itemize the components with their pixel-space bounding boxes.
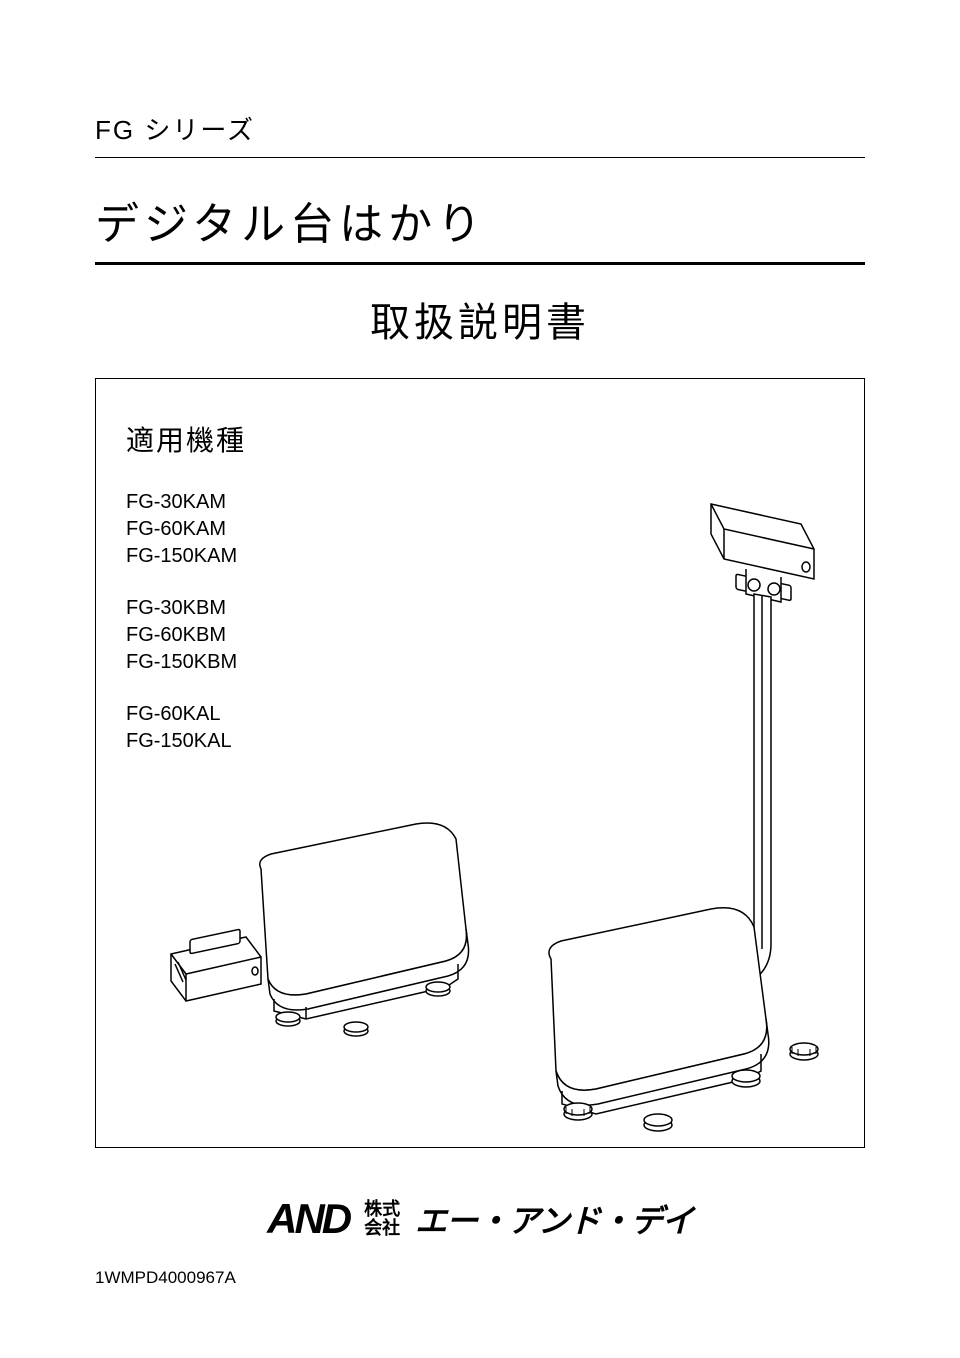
model-item: FG-150KAM (126, 543, 246, 570)
series-label: FG シリーズ (95, 110, 865, 147)
model-item: FG-30KAM (126, 489, 246, 516)
logo-row: AND 株式 会社 エー・アンド・デイ (95, 1195, 865, 1243)
content-frame: 適用機種 FG-30KAM FG-60KAM FG-150KAM FG-30KB… (95, 378, 865, 1148)
corp-line2: 会社 (364, 1218, 400, 1238)
divider-thin (95, 157, 865, 158)
scale-column-illustration (496, 489, 856, 1139)
divider-thick (95, 262, 865, 265)
model-item: FG-60KAL (126, 701, 246, 728)
model-item: FG-30KBM (126, 595, 246, 622)
model-item: FG-60KAM (126, 516, 246, 543)
model-group-2: FG-30KBM FG-60KBM FG-150KBM (126, 595, 246, 676)
model-group-1: FG-30KAM FG-60KAM FG-150KAM (126, 489, 246, 570)
corp-line1: 株式 (364, 1199, 400, 1219)
models-heading: 適用機種 (126, 419, 246, 459)
model-group-3: FG-60KAL FG-150KAL (126, 701, 246, 755)
model-item: FG-60KBM (126, 622, 246, 649)
models-section: 適用機種 FG-30KAM FG-60KAM FG-150KAM FG-30KB… (126, 419, 246, 780)
document-subtitle: 取扱説明書 (95, 290, 865, 348)
footer: AND 株式 会社 エー・アンド・デイ 1WMPD4000967A (95, 1195, 865, 1288)
logo-corp-text: 株式 会社 (364, 1200, 400, 1238)
document-number: 1WMPD4000967A (95, 1268, 865, 1288)
document-title: デジタル台はかり (95, 188, 865, 252)
scale-low-illustration (156, 799, 476, 1059)
logo-and-icon: AND (267, 1195, 349, 1243)
model-item: FG-150KAL (126, 728, 246, 755)
model-item: FG-150KBM (126, 649, 246, 676)
brand-katakana: エー・アンド・デイ (415, 1196, 693, 1242)
